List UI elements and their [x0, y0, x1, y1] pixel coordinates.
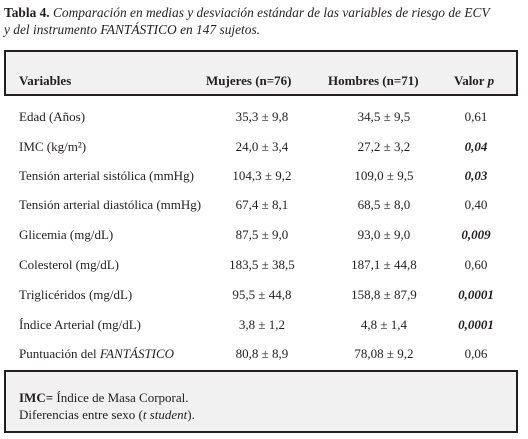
cell-variable: Índice Arterial (mg/dL) [19, 317, 142, 332]
cell-variable: Puntuación del FANTÁSTICO [19, 346, 174, 362]
cell-p-value: 0,0001 [458, 287, 494, 302]
table-row: Glicemia (mg/dL) 87,5 ± 9,0 93,0 ± 9,0 0… [0, 227, 528, 257]
table-row: Puntuación del FANTÁSTICO 80,8 ± 8,9 78,… [0, 346, 528, 376]
footnote-line-2-suffix: ). [187, 407, 195, 422]
cell-p-value: 0,03 [464, 168, 488, 183]
footnote-line-2-italic: t student [142, 407, 188, 422]
cell-mujeres: 67,4 ± 8,1 [235, 197, 289, 212]
caption-label: Tabla 4. [4, 5, 50, 20]
cell-mujeres: 104,3 ± 9,2 [232, 168, 292, 183]
cell-p-value: 0,61 [464, 109, 488, 124]
cell-p-value: 0,40 [464, 197, 488, 212]
cell-p-value: 0,04 [464, 139, 488, 154]
footnote-abbr-text: Índice de Masa Corporal. [53, 390, 189, 405]
cell-hombres: 78,08 ± 9,2 [354, 346, 414, 361]
header-mujeres: Mujeres (n=76) [206, 73, 292, 88]
cell-hombres: 68,5 ± 8,0 [357, 197, 411, 212]
cell-variable: Edad (Años) [19, 109, 86, 124]
table-caption: Tabla 4. Comparación en medias y desviac… [4, 4, 524, 38]
cell-hombres: 34,5 ± 9,5 [357, 109, 411, 124]
cell-variable-text: Puntuación del [19, 346, 100, 361]
cell-p-value: 0,0001 [458, 317, 494, 332]
caption-line-1: Tabla 4. Comparación en medias y desviac… [4, 4, 524, 21]
table-row: IMC (kg/m²) 24,0 ± 3,4 27,2 ± 3,2 0,04 [0, 139, 528, 169]
caption-line-2: y del instrumento FANTÁSTICO en 147 suje… [4, 22, 261, 37]
cell-variable: Glicemia (mg/dL) [19, 227, 114, 242]
cell-hombres: 109,0 ± 9,5 [354, 168, 414, 183]
cell-hombres: 4,8 ± 1,4 [360, 317, 408, 332]
cell-hombres: 158,8 ± 87,9 [351, 287, 417, 302]
footnote-abbr: IMC= [19, 390, 54, 405]
cell-variable-italic: FANTÁSTICO [99, 346, 175, 361]
footnote-line-2-prefix: Diferencias entre sexo ( [19, 407, 143, 422]
table-row: Colesterol (mg/dL) 183,5 ± 38,5 187,1 ± … [0, 257, 528, 287]
cell-hombres: 27,2 ± 3,2 [357, 139, 411, 154]
header-p-value: Valor p [454, 73, 494, 89]
table-row: Tensión arterial sistólica (mmHg) 104,3 … [0, 168, 528, 198]
cell-variable: Tensión arterial diastólica (mmHg) [19, 197, 202, 212]
header-variables: Variables [19, 73, 72, 88]
cell-variable: Tensión arterial sistólica (mmHg) [19, 168, 194, 183]
cell-hombres: 187,1 ± 44,8 [351, 257, 417, 272]
cell-hombres: 93,0 ± 9,0 [357, 227, 411, 242]
cell-p-value: 0,06 [464, 346, 488, 361]
header-p-symbol: p [487, 73, 495, 88]
table-row: Edad (Años) 35,3 ± 9,8 34,5 ± 9,5 0,61 [0, 109, 528, 139]
cell-mujeres: 3,8 ± 1,2 [238, 317, 286, 332]
footnote-line-1: IMC= Índice de Masa Corporal. [19, 389, 195, 406]
cell-variable: IMC (kg/m²) [19, 139, 87, 154]
header-p-prefix: Valor [454, 73, 488, 88]
table-footnote: IMC= Índice de Masa Corporal. Diferencia… [19, 389, 195, 423]
cell-p-value: 0,009 [461, 227, 491, 242]
cell-p-value: 0,60 [464, 257, 488, 272]
cell-variable: Triglicéridos (mg/dL) [19, 287, 133, 302]
cell-mujeres: 87,5 ± 9,0 [235, 227, 289, 242]
cell-variable: Colesterol (mg/dL) [19, 257, 120, 272]
caption-text-1: Comparación en medias y desviación están… [49, 5, 490, 20]
cell-mujeres: 80,8 ± 8,9 [235, 346, 289, 361]
cell-mujeres: 24,0 ± 3,4 [235, 139, 289, 154]
cell-mujeres: 95,5 ± 44,8 [232, 287, 292, 302]
cell-mujeres: 183,5 ± 38,5 [229, 257, 295, 272]
header-hombres: Hombres (n=71) [328, 73, 419, 88]
table-row: Triglicéridos (mg/dL) 95,5 ± 44,8 158,8 … [0, 287, 528, 317]
cell-mujeres: 35,3 ± 9,8 [235, 109, 289, 124]
table-row: Tensión arterial diastólica (mmHg) 67,4 … [0, 197, 528, 227]
table-body-panel [4, 94, 518, 372]
table-row: Índice Arterial (mg/dL) 3,8 ± 1,2 4,8 ± … [0, 317, 528, 347]
footnote-line-2: Diferencias entre sexo (t student). [19, 406, 195, 423]
